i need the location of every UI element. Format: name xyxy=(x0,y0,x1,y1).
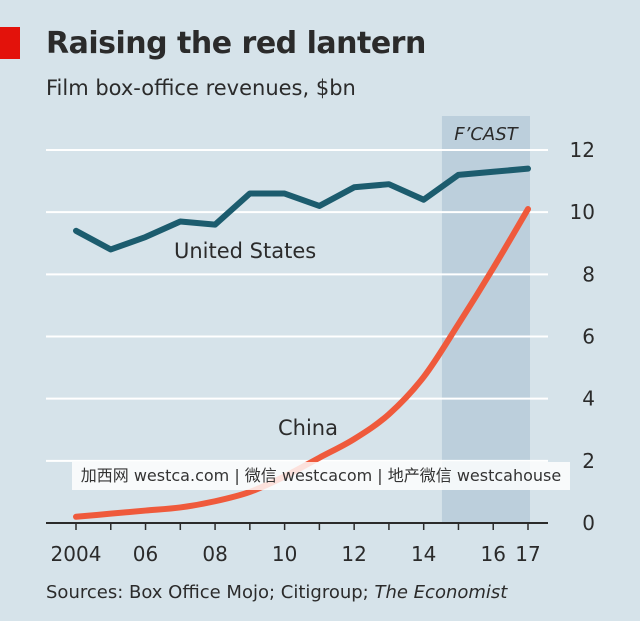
source-prefix: Sources: Box Office Mojo; Citigroup; xyxy=(46,582,375,603)
series-label-china: China xyxy=(278,416,338,440)
source-note: Sources: Box Office Mojo; Citigroup; The… xyxy=(46,582,507,603)
y-tick-label: 2 xyxy=(582,449,595,473)
x-tick-label: 10 xyxy=(272,542,297,566)
y-tick-label: 6 xyxy=(582,325,595,349)
series-label-united-states: United States xyxy=(174,239,316,263)
chart-subtitle: Film box-office revenues, $bn xyxy=(46,76,356,100)
x-tick-label: 17 xyxy=(515,542,540,566)
chart-title: Raising the red lantern xyxy=(46,26,426,61)
x-tick-label: 06 xyxy=(133,542,158,566)
y-tick-label: 10 xyxy=(570,200,595,224)
x-tick-label: 12 xyxy=(341,542,366,566)
y-tick-label: 0 xyxy=(582,511,595,535)
y-tick-label: 12 xyxy=(570,138,595,162)
x-tick-label: 16 xyxy=(481,542,506,566)
y-tick-label: 4 xyxy=(582,387,595,411)
series-line-united-states xyxy=(73,165,531,253)
forecast-label: F’CAST xyxy=(454,124,519,145)
watermark-banner: 加西网 westca.com | 微信 westcacom | 地产微信 wes… xyxy=(72,462,570,490)
x-tick-label: 2004 xyxy=(51,542,102,566)
y-tick-label: 8 xyxy=(582,262,595,286)
x-tick-label: 14 xyxy=(411,542,436,566)
forecast-band xyxy=(441,116,530,523)
x-tick-label: 08 xyxy=(202,542,227,566)
source-publication: The Economist xyxy=(374,582,508,603)
brand-red-tag xyxy=(0,27,20,59)
